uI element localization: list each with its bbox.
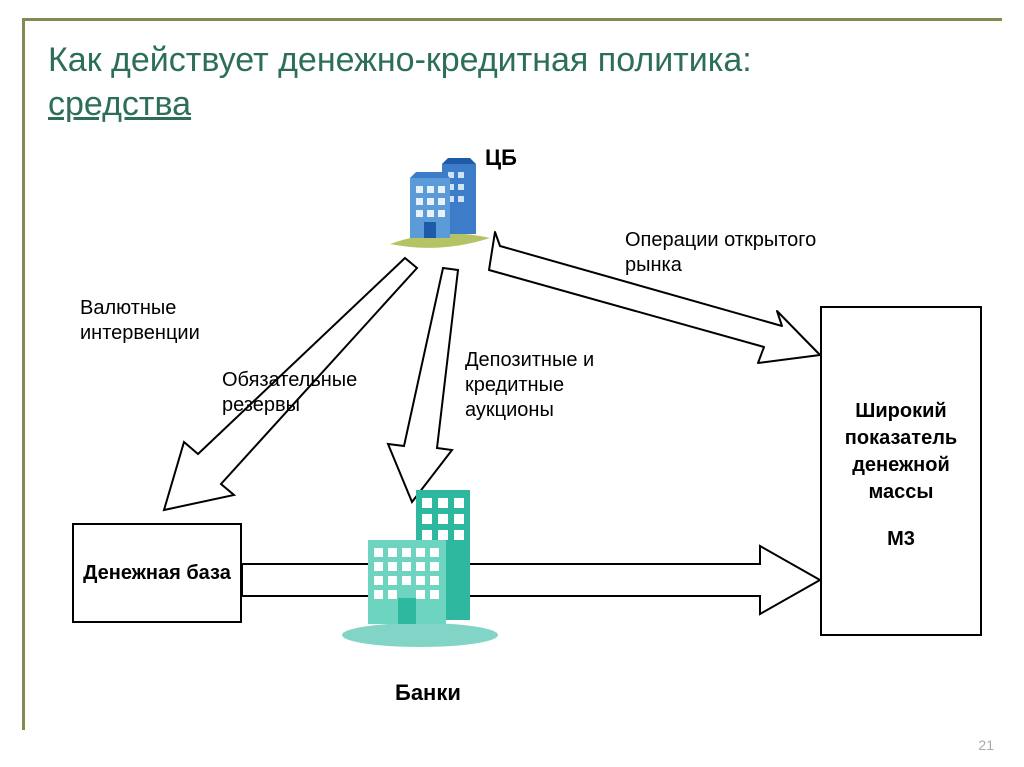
banks-label: Банки bbox=[395, 680, 461, 706]
bank-icon bbox=[330, 480, 510, 650]
m3-box: Широкий показатель денежной массы М3 bbox=[820, 306, 982, 636]
m3-text-1: Широкий показатель денежной массы bbox=[822, 392, 980, 512]
deposits-label: Депозитные и кредитные аукционы bbox=[465, 348, 655, 423]
page-number: 21 bbox=[978, 737, 994, 753]
reserves-label: Обязательные резервы bbox=[222, 368, 422, 418]
monetary-base-text: Денежная база bbox=[77, 554, 237, 592]
open-market-label: Операции открытого рынка bbox=[625, 228, 845, 278]
cb-icon bbox=[380, 156, 500, 266]
cb-label: ЦБ bbox=[485, 145, 517, 171]
fx-interventions-label: Валютные интервенции bbox=[80, 296, 250, 346]
monetary-base-box: Денежная база bbox=[72, 523, 242, 623]
title-line2: средства bbox=[48, 85, 191, 123]
title-line1: Как действует денежно-кредитная политика… bbox=[48, 41, 752, 79]
m3-text-2: М3 bbox=[887, 528, 915, 551]
slide-title: Как действует денежно-кредитная политика… bbox=[48, 38, 752, 126]
arrow-base-to-m3 bbox=[242, 546, 820, 614]
